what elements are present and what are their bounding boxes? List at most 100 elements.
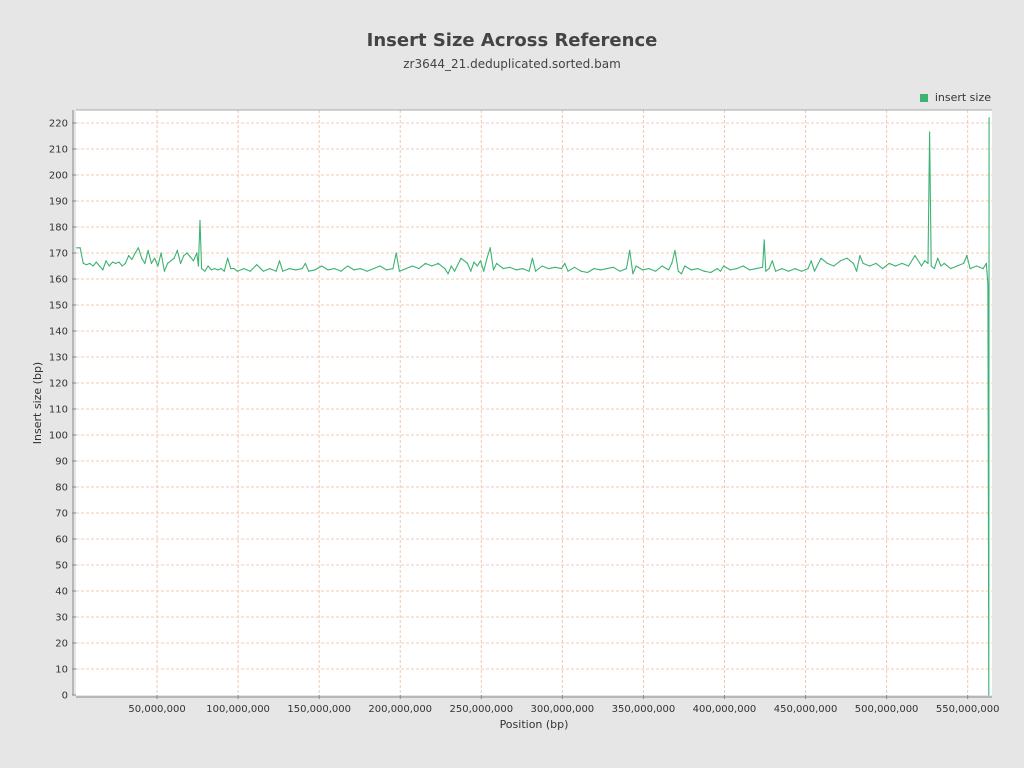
data-point xyxy=(930,265,932,267)
data-point xyxy=(314,269,316,271)
data-point xyxy=(674,249,676,251)
data-point xyxy=(924,260,926,262)
x-tick-label: 50,000,000 xyxy=(128,704,185,715)
data-point xyxy=(321,265,323,267)
plot-background xyxy=(76,110,992,695)
y-tick-label: 190 xyxy=(49,197,68,208)
data-point xyxy=(89,262,91,264)
data-point xyxy=(888,262,890,264)
data-point xyxy=(755,268,757,270)
y-tick-label: 200 xyxy=(49,171,68,182)
data-point xyxy=(933,268,936,270)
y-tick-label: 20 xyxy=(55,639,68,650)
data-point xyxy=(632,273,634,275)
data-point xyxy=(105,260,107,262)
data-point xyxy=(619,270,621,272)
data-point xyxy=(966,255,968,257)
data-point xyxy=(176,249,178,251)
data-point xyxy=(736,268,738,270)
data-point xyxy=(85,264,88,266)
data-point xyxy=(154,257,156,259)
data-point xyxy=(437,262,439,264)
data-point xyxy=(160,252,162,254)
data-point xyxy=(852,262,855,264)
data-point xyxy=(353,269,355,271)
x-tick-label: 350,000,000 xyxy=(612,704,676,715)
data-point xyxy=(528,270,530,272)
data-point xyxy=(703,270,705,272)
x-tick-label: 100,000,000 xyxy=(206,704,270,715)
data-point xyxy=(450,265,452,267)
grid xyxy=(76,110,992,695)
data-point xyxy=(275,270,277,272)
data-point xyxy=(98,265,101,267)
data-point xyxy=(197,265,199,267)
y-tick-label: 210 xyxy=(49,145,68,156)
data-point xyxy=(249,270,251,272)
data-point xyxy=(869,265,871,267)
data-point xyxy=(680,273,683,275)
y-tick-label: 150 xyxy=(49,301,68,312)
data-point xyxy=(170,260,172,262)
data-point xyxy=(988,694,990,696)
data-point xyxy=(201,268,203,270)
data-point xyxy=(308,270,310,272)
data-point xyxy=(214,268,216,270)
data-point xyxy=(969,268,971,270)
data-point xyxy=(820,257,822,259)
data-point xyxy=(424,262,426,264)
data-point xyxy=(82,262,84,264)
data-point xyxy=(982,268,984,270)
y-tick-label: 80 xyxy=(55,483,68,494)
y-tick-label: 120 xyxy=(49,379,68,390)
data-point xyxy=(940,265,942,267)
data-point xyxy=(655,270,657,272)
data-point xyxy=(573,266,576,268)
y-tick-label: 70 xyxy=(55,509,68,520)
data-point xyxy=(431,265,433,267)
data-point xyxy=(987,283,989,285)
data-point xyxy=(366,270,368,272)
data-point xyxy=(150,262,152,264)
data-point xyxy=(199,219,201,222)
y-tick-label: 90 xyxy=(55,457,68,468)
data-point xyxy=(541,265,543,267)
data-point xyxy=(914,255,916,257)
data-point xyxy=(956,265,958,267)
data-point xyxy=(567,270,569,272)
chart-title: Insert Size Across Reference xyxy=(366,30,658,51)
data-point xyxy=(454,270,456,272)
data-point xyxy=(763,239,765,241)
data-point xyxy=(395,252,397,254)
data-point xyxy=(719,270,722,272)
data-point xyxy=(141,257,143,259)
y-tick-label: 140 xyxy=(49,327,68,338)
data-point xyxy=(204,270,206,272)
data-point xyxy=(196,252,198,254)
data-point xyxy=(765,270,767,272)
data-point xyxy=(460,257,462,259)
data-point xyxy=(392,268,394,270)
data-point xyxy=(677,270,679,272)
data-point xyxy=(901,262,903,264)
data-point xyxy=(220,268,222,270)
y-tick-label: 50 xyxy=(55,561,68,572)
data-point xyxy=(189,256,191,258)
data-point xyxy=(476,265,478,267)
data-point xyxy=(920,265,923,267)
data-point xyxy=(690,269,692,271)
data-point xyxy=(340,270,342,272)
data-point xyxy=(447,273,449,275)
legend-swatch-insert-size xyxy=(919,93,928,102)
data-point xyxy=(988,117,990,119)
legend-label-insert-size: insert size xyxy=(934,91,991,104)
y-tick-label: 30 xyxy=(55,613,68,624)
data-point xyxy=(771,260,773,262)
data-point xyxy=(907,265,910,267)
legend: insert size xyxy=(919,91,991,104)
data-point xyxy=(882,268,884,270)
data-point xyxy=(593,268,595,270)
data-point xyxy=(635,265,637,267)
data-point xyxy=(833,265,835,267)
